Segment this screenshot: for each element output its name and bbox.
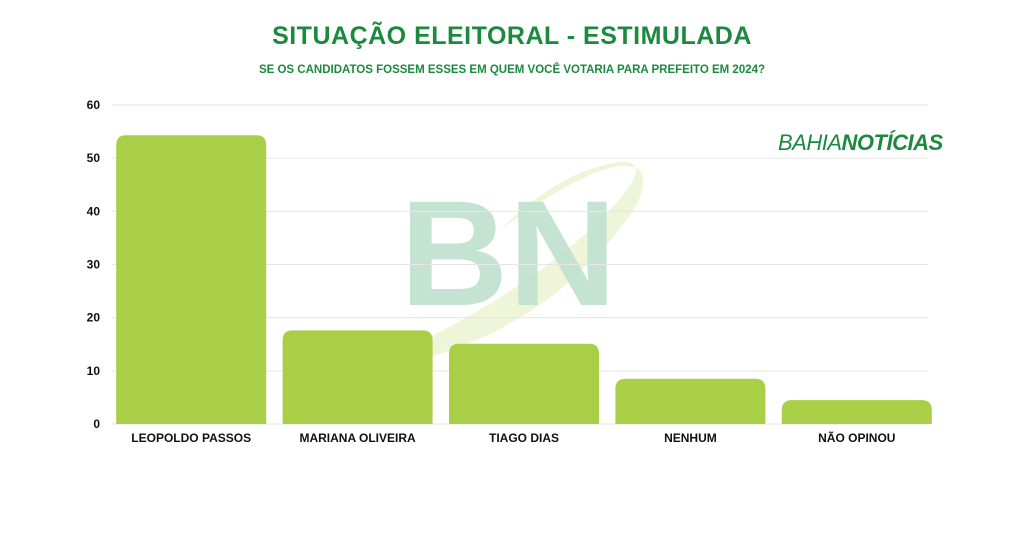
y-tick-label: 50: [87, 151, 101, 165]
y-tick-label: 10: [87, 364, 101, 378]
category-label: LEOPOLDO PASSOS: [131, 431, 251, 445]
bn-watermark-logo: BN: [360, 161, 644, 370]
bar-1: [282, 330, 433, 424]
y-tick-label: 0: [93, 417, 100, 431]
y-tick-label: 30: [87, 258, 101, 272]
bar-3: [615, 378, 766, 424]
bar-2: [449, 343, 599, 424]
brand-part1: BAHIA: [778, 130, 842, 155]
category-label: MARIANA OLIVEIRA: [299, 431, 416, 445]
y-tick-label: 40: [87, 204, 101, 218]
category-label: NÃO OPINOU: [818, 430, 895, 445]
watermark-text: BN: [400, 169, 617, 337]
bar-4: [781, 400, 932, 424]
y-tick-label: 60: [87, 98, 101, 112]
brand-part2: NOTÍCIAS: [841, 130, 944, 155]
bar-0: [116, 135, 267, 424]
chart-title: SITUAÇÃO ELEITORAL - ESTIMULADA: [272, 22, 752, 50]
category-label: NENHUM: [664, 431, 717, 445]
chart-subtitle: SE OS CANDIDATOS FOSSEM ESSES EM QUEM VO…: [258, 64, 766, 76]
category-labels: LEOPOLDO PASSOS MARIANA OLIVEIRA TIAGO DIA…: [131, 430, 895, 445]
bahia-noticias-logo: BAHIANOTÍCIAS: [778, 130, 943, 156]
y-axis-ticks: 0 10 20 30 40 50 60: [87, 98, 101, 431]
category-label: TIAGO DIAS: [489, 431, 559, 445]
y-tick-label: 20: [87, 311, 101, 325]
bars: [116, 135, 932, 424]
